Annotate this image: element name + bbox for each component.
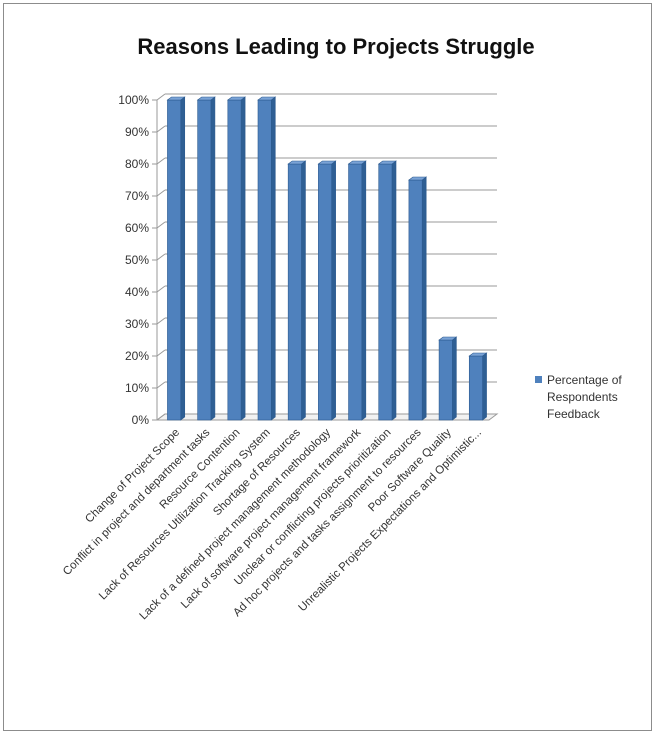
bar xyxy=(196,96,216,421)
y-tick-label: 90% xyxy=(125,125,149,139)
gridline-diagonal xyxy=(156,125,166,133)
chart-frame: Reasons Leading to Projects Struggle 0% 1… xyxy=(3,3,652,731)
chart: Reasons Leading to Projects Struggle 0% 1… xyxy=(61,34,622,622)
legend-swatch xyxy=(535,376,542,383)
bar xyxy=(377,160,397,421)
y-tick-label: 30% xyxy=(125,317,149,331)
bar xyxy=(438,336,458,421)
gridline-diagonal xyxy=(156,413,166,421)
y-tick-label: 100% xyxy=(118,93,149,107)
y-tick-label: 80% xyxy=(125,157,149,171)
gridline-diagonal xyxy=(156,253,166,261)
bar xyxy=(166,96,186,421)
y-tick-label: 40% xyxy=(125,285,149,299)
y-tick-label: 20% xyxy=(125,349,149,363)
bar xyxy=(226,96,246,421)
legend-label: Feedback xyxy=(547,407,601,421)
bar xyxy=(408,176,428,421)
bar xyxy=(287,160,307,421)
gridline-diagonal xyxy=(156,285,166,293)
legend-label: Percentage of xyxy=(547,373,622,387)
legend-label: Respondents xyxy=(547,390,618,404)
bar xyxy=(347,160,367,421)
gridline-diagonal xyxy=(156,157,166,165)
chart-title: Reasons Leading to Projects Struggle xyxy=(137,34,534,59)
gridline-diagonal xyxy=(156,221,166,229)
gridline-diagonal xyxy=(156,93,166,101)
bar xyxy=(317,160,337,421)
y-tick-label: 60% xyxy=(125,221,149,235)
bar xyxy=(257,96,277,421)
gridline-diagonal xyxy=(156,349,166,357)
y-tick-label: 0% xyxy=(132,413,150,427)
y-tick-label: 10% xyxy=(125,381,149,395)
y-tick-label: 70% xyxy=(125,189,149,203)
gridline-diagonal xyxy=(156,189,166,197)
gridline-diagonal xyxy=(156,381,166,389)
gridline-diagonal xyxy=(156,317,166,325)
y-tick-label: 50% xyxy=(125,253,149,267)
bar xyxy=(468,352,488,421)
